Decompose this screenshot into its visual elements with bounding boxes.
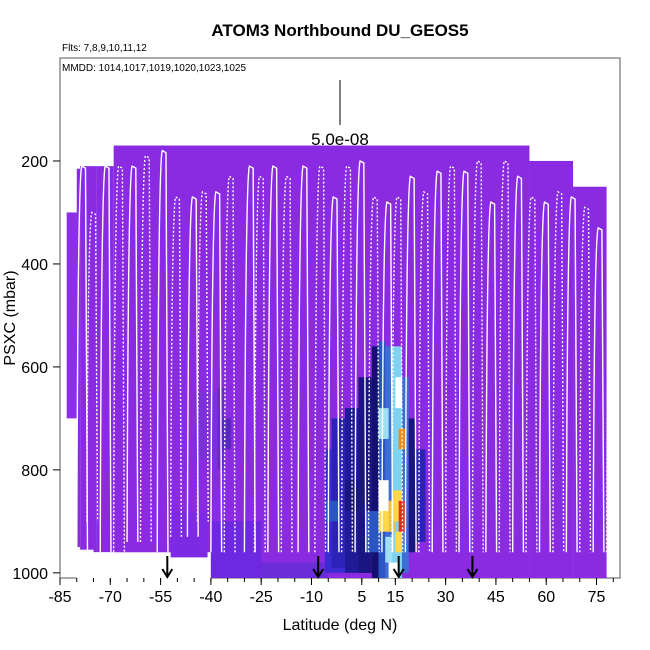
heatmap-cell — [378, 480, 389, 522]
x-tick-label: 15 — [386, 589, 404, 606]
heatmap-cell — [385, 536, 392, 563]
flight-track — [511, 175, 525, 553]
flight-track — [280, 175, 293, 553]
flights-label: Flts: 7,8,9,10,11,12 — [62, 43, 147, 54]
shade-cell — [170, 511, 208, 558]
x-tick-label: 5 — [357, 589, 366, 606]
heatmap-cell — [415, 449, 426, 542]
flight-track — [186, 196, 199, 537]
flight-track — [354, 159, 367, 553]
flight-track — [525, 196, 538, 553]
flight-track — [404, 175, 417, 553]
flight-track — [471, 159, 484, 553]
x-tick-label: -40 — [199, 589, 222, 606]
heatmap-cell — [408, 418, 416, 553]
curtain-segment — [80, 166, 97, 553]
y-tick-label: 400 — [21, 257, 48, 274]
x-tick-label: 60 — [537, 589, 555, 606]
flight-track — [367, 196, 380, 553]
heatmap-cell — [371, 346, 379, 578]
flight-track — [418, 190, 431, 553]
flight-track — [552, 190, 565, 553]
flight-track — [267, 165, 280, 553]
flight-track — [112, 165, 126, 553]
heatmap-cell — [385, 346, 392, 578]
x-axis: -85 -70 -55 -40 -25 -10 5 15 30 45 60 75 — [48, 578, 614, 606]
flight-track — [391, 196, 404, 553]
dates-label: MMDD: 1014,1017,1019,1020,1023,1025 — [62, 63, 246, 74]
flight-track — [243, 165, 256, 553]
heatmap-cell — [395, 531, 403, 553]
flight-track — [498, 159, 511, 553]
shade-cell — [66, 212, 81, 419]
flight-track — [605, 190, 619, 553]
heatmap-cell — [324, 500, 339, 522]
x-tick-label: -10 — [300, 589, 323, 606]
scale-bar-value: 5.0e-08 — [311, 130, 369, 149]
chart-title: ATOM3 Northbound DU_GEOS5 — [211, 21, 468, 40]
y-tick-label: 600 — [21, 360, 48, 377]
heatmap-cell — [398, 428, 406, 450]
flight-track — [126, 165, 139, 542]
flight-track — [565, 196, 578, 553]
arrow-marker-head — [392, 568, 405, 579]
flight-track — [156, 149, 169, 553]
flight-track — [431, 170, 444, 553]
flight-track — [76, 165, 89, 553]
x-tick-label: 45 — [487, 589, 505, 606]
flight-track — [340, 165, 354, 553]
flight-track — [86, 211, 99, 522]
flight-track — [253, 175, 266, 553]
flight-track — [314, 165, 327, 553]
arrow-marker-head — [312, 568, 325, 579]
x-tick-label: 75 — [588, 589, 606, 606]
flight-track — [485, 201, 498, 553]
heatmap-cell — [365, 511, 379, 553]
flight-track — [327, 196, 340, 553]
flight-track — [196, 190, 209, 522]
x-tick-label: -85 — [48, 589, 71, 606]
x-tick-label: -70 — [99, 589, 122, 606]
arrow-marker-head — [161, 568, 174, 579]
heatmap-cell — [391, 490, 403, 522]
heatmap-cell — [391, 346, 403, 578]
y-axis-label: PSXC (mbar) — [2, 270, 19, 365]
shade-cell — [261, 562, 329, 578]
flight-track — [538, 201, 551, 553]
flight-track — [139, 154, 152, 542]
flight-track — [444, 165, 458, 553]
flight-track — [592, 226, 605, 553]
flight-track — [381, 201, 394, 553]
arrow-marker-head — [466, 568, 479, 579]
heatmap-cell — [220, 418, 232, 450]
heatmap-cell — [378, 408, 389, 439]
y-axis: 200 400 600 800 1000 — [12, 154, 60, 583]
x-axis-label: Latitude (deg N) — [283, 617, 398, 634]
flight-track — [99, 165, 112, 553]
x-tick-label: 30 — [437, 589, 455, 606]
y-tick-label: 1000 — [12, 566, 48, 583]
flight-track — [210, 190, 223, 553]
flight-track — [223, 175, 236, 553]
y-tick-label: 800 — [21, 463, 48, 480]
flight-track — [458, 170, 471, 553]
flight-track — [579, 206, 592, 553]
shade-cell — [210, 521, 262, 578]
plot-area — [59, 57, 621, 580]
y-tick-label: 200 — [21, 154, 48, 171]
x-tick-label: -25 — [250, 589, 273, 606]
curtain-gap — [76, 549, 94, 580]
flight-track — [297, 165, 310, 553]
x-tick-label: -55 — [149, 589, 172, 606]
heatmap-cell — [395, 377, 403, 409]
